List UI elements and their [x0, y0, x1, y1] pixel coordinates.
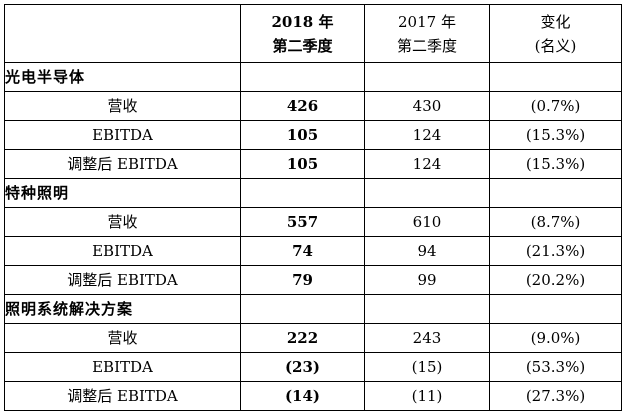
value-2018: 79: [240, 265, 365, 295]
value-2017: (15): [364, 352, 490, 382]
table-row: EBITDA 105 124 (15.3%): [4, 120, 622, 150]
header-2018-quarter: 第二季度: [272, 36, 333, 55]
value-change: (9.0%): [489, 323, 622, 353]
row-label: 营收: [4, 207, 241, 237]
section-title: 照明系统解决方案: [4, 294, 241, 324]
row-label: 调整后 EBITDA: [4, 265, 241, 295]
empty-cell: [364, 178, 490, 208]
value-2018: 222: [240, 323, 365, 353]
value-2018: 426: [240, 91, 365, 121]
header-2017-year: 2017 年: [398, 12, 456, 31]
value-2017: 243: [364, 323, 490, 353]
table-row: 调整后 EBITDA (14) (11) (27.3%): [4, 381, 622, 411]
table-row: 调整后 EBITDA 79 99 (20.2%): [4, 265, 622, 295]
header-2017-q2: 2017 年 第二季度: [364, 4, 490, 63]
table-row: 营收 557 610 (8.7%): [4, 207, 622, 237]
value-change: (8.7%): [489, 207, 622, 237]
value-change: (27.3%): [489, 381, 622, 411]
row-label: 调整后 EBITDA: [4, 381, 241, 411]
value-2017: 124: [364, 120, 490, 150]
header-row: 2018 年 第二季度 2017 年 第二季度 变化 (名义): [4, 4, 622, 63]
value-change: (21.3%): [489, 236, 622, 266]
value-2018: 557: [240, 207, 365, 237]
empty-cell: [489, 294, 622, 324]
empty-cell: [240, 62, 365, 92]
table-row: EBITDA (23) (15) (53.3%): [4, 352, 622, 382]
header-change: 变化 (名义): [489, 4, 622, 63]
header-2018-year: 2018 年: [271, 12, 334, 31]
empty-cell: [364, 294, 490, 324]
value-2017: 610: [364, 207, 490, 237]
value-change: (53.3%): [489, 352, 622, 382]
section-title: 光电半导体: [4, 62, 241, 92]
value-2017: 94: [364, 236, 490, 266]
header-change-title: 变化: [540, 12, 571, 31]
value-2017: 124: [364, 149, 490, 179]
empty-cell: [489, 178, 622, 208]
value-2018: 74: [240, 236, 365, 266]
header-2018-q2: 2018 年 第二季度: [240, 4, 365, 63]
section-row: 特种照明: [4, 178, 622, 208]
empty-cell: [240, 294, 365, 324]
empty-cell: [364, 62, 490, 92]
section-row: 照明系统解决方案: [4, 294, 622, 324]
header-empty-cell: [4, 4, 241, 63]
row-label: 营收: [4, 323, 241, 353]
value-change: (0.7%): [489, 91, 622, 121]
row-label: EBITDA: [4, 236, 241, 266]
table-row: 营收 222 243 (9.0%): [4, 323, 622, 353]
value-change: (15.3%): [489, 149, 622, 179]
table-row: 调整后 EBITDA 105 124 (15.3%): [4, 149, 622, 179]
row-label: 营收: [4, 91, 241, 121]
value-2017: 430: [364, 91, 490, 121]
table-row: 营收 426 430 (0.7%): [4, 91, 622, 121]
row-label: EBITDA: [4, 120, 241, 150]
header-2017-quarter: 第二季度: [396, 36, 457, 55]
section-row: 光电半导体: [4, 62, 622, 92]
empty-cell: [489, 62, 622, 92]
value-2018: 105: [240, 149, 365, 179]
empty-cell: [240, 178, 365, 208]
value-2018: (23): [240, 352, 365, 382]
section-title: 特种照明: [4, 178, 241, 208]
header-change-sub: (名义): [534, 36, 577, 55]
financial-table: 2018 年 第二季度 2017 年 第二季度 变化 (名义) 光电半导体 营收…: [4, 4, 622, 411]
value-2017: (11): [364, 381, 490, 411]
value-2018: 105: [240, 120, 365, 150]
table-row: EBITDA 74 94 (21.3%): [4, 236, 622, 266]
value-change: (15.3%): [489, 120, 622, 150]
row-label: 调整后 EBITDA: [4, 149, 241, 179]
value-2017: 99: [364, 265, 490, 295]
value-change: (20.2%): [489, 265, 622, 295]
value-2018: (14): [240, 381, 365, 411]
row-label: EBITDA: [4, 352, 241, 382]
